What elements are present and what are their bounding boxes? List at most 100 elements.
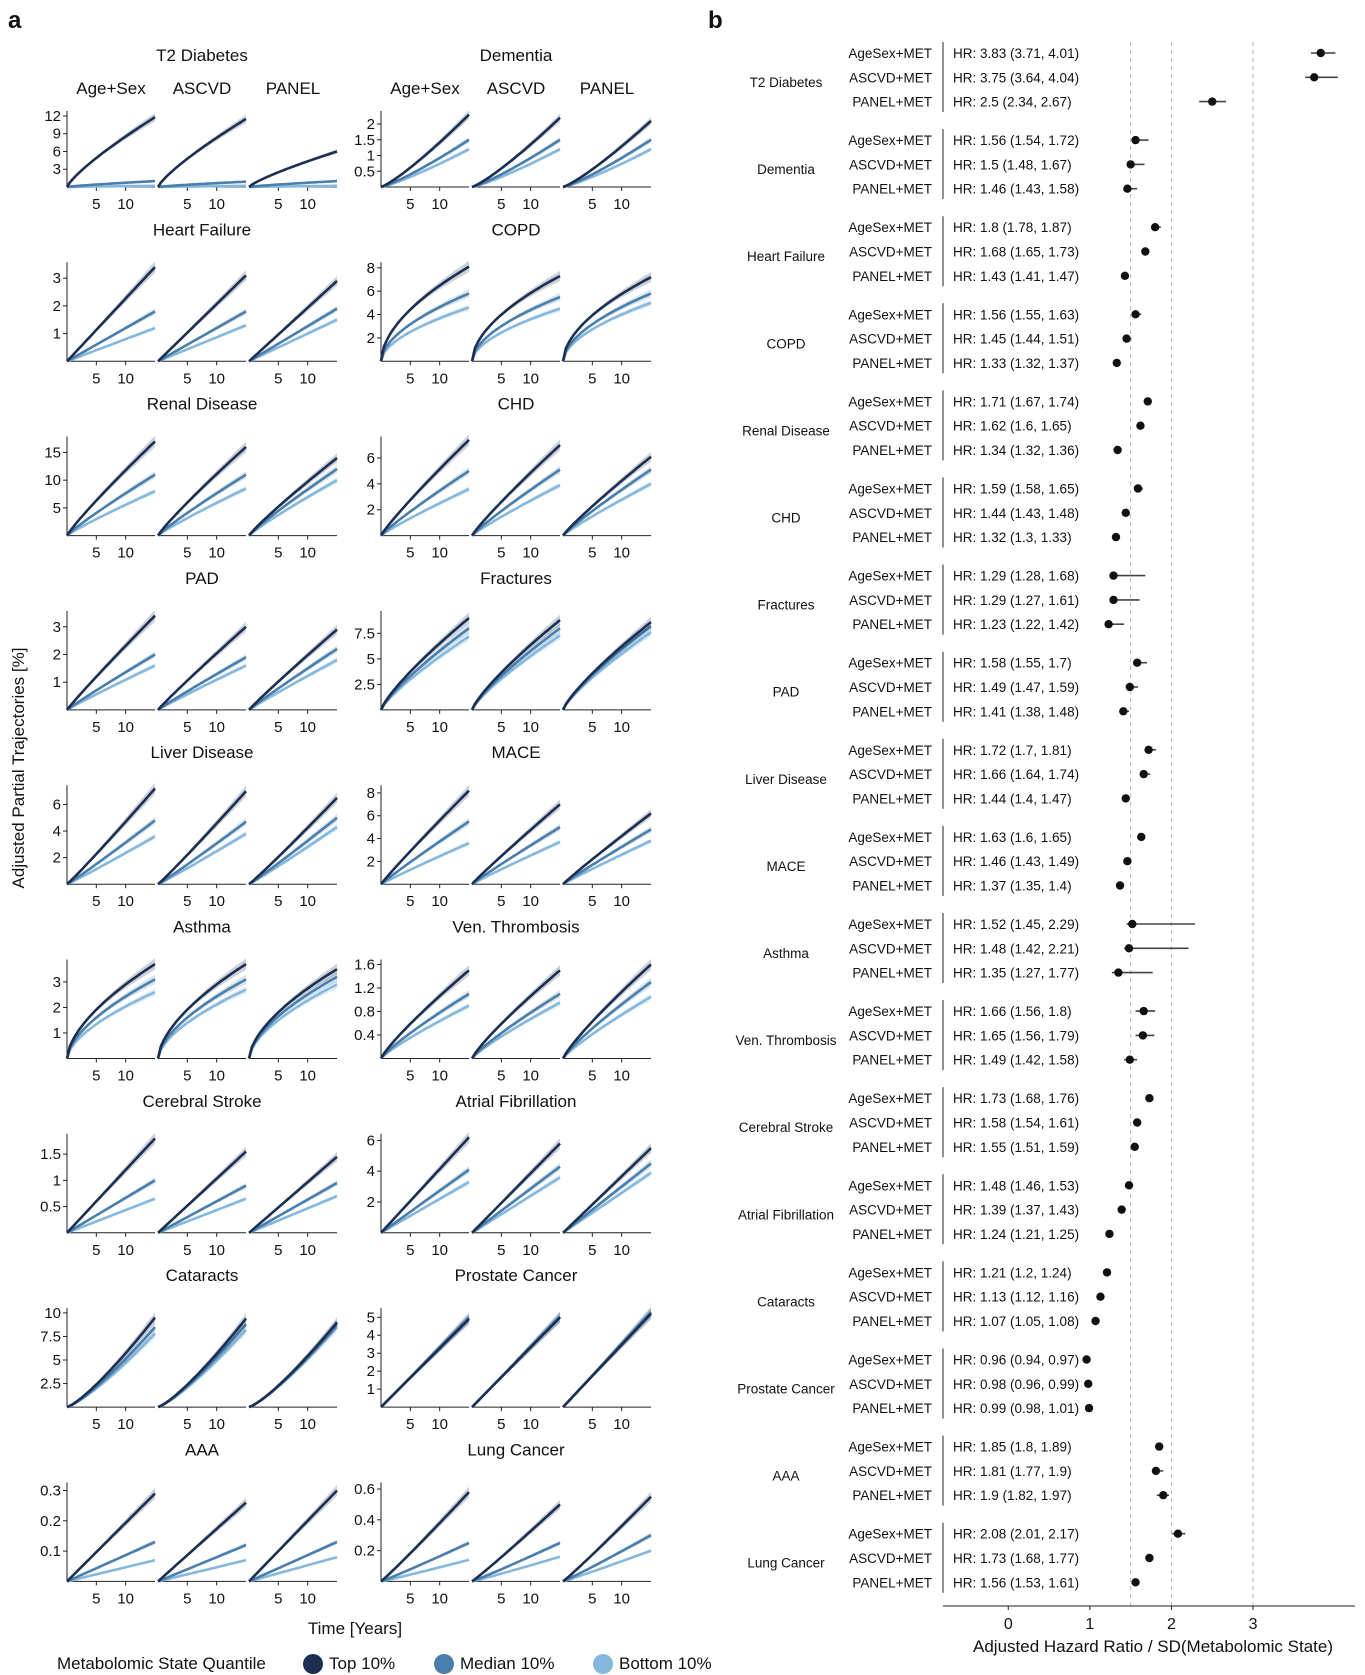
series-line <box>379 789 470 886</box>
x-tick-label: 5 <box>406 1242 414 1259</box>
hr-point <box>1141 247 1150 256</box>
panel-title: AAA <box>185 1440 220 1459</box>
forest-model-label: PANEL+MET <box>852 704 932 719</box>
hr-point <box>1145 1094 1154 1103</box>
hr-point <box>1084 1403 1094 1413</box>
series-line <box>379 969 470 1060</box>
hr-point <box>1137 832 1146 842</box>
series-line <box>471 825 561 886</box>
x-tick-label: 10 <box>613 719 630 736</box>
hr-point <box>1139 769 1148 779</box>
x-tick-label: 10 <box>613 1068 630 1085</box>
forest-hr-label: HR: 2.08 (2.01, 2.17) <box>953 1527 1079 1542</box>
trajectory-panel: CHD 2 4 6 5 10 5 10 5 10 <box>367 395 652 562</box>
forest-model-label: ASCVD+MET <box>849 245 932 260</box>
series-line <box>379 627 470 711</box>
model-label: ASCVD <box>487 79 546 98</box>
x-tick-label: 5 <box>497 545 505 562</box>
series-line <box>471 138 561 189</box>
series-line <box>66 1179 156 1234</box>
forest-endpoint-label: Atrial Fibrillation <box>738 1207 834 1222</box>
series-line <box>379 292 470 362</box>
x-tick-label: 5 <box>183 1068 191 1085</box>
series-line <box>471 1316 561 1409</box>
hr-point <box>1112 358 1121 368</box>
hr-point <box>1109 595 1118 605</box>
forest-group: Ven. Thrombosis AgeSex+MET HR: 1.66 (1.56,… <box>735 1000 1156 1071</box>
forest-model-label: AgeSex+MET <box>848 743 932 758</box>
series-line <box>471 1503 561 1583</box>
x-tick-label: 5 <box>588 1242 596 1259</box>
forest-model-label: PANEL+MET <box>852 1401 932 1416</box>
series-line <box>248 816 338 886</box>
x-tick-label: 10 <box>299 196 316 213</box>
series-line <box>471 1142 561 1234</box>
series-line <box>248 1555 338 1583</box>
forest-hr-label: HR: 1.48 (1.42, 2.21) <box>953 941 1079 956</box>
x-tick-label: 10 <box>431 1416 448 1433</box>
forest-group: CHD AgeSex+MET HR: 1.59 (1.58, 1.65) ASCVD+… <box>771 477 1143 548</box>
hr-point <box>1122 334 1131 343</box>
trajectory-panel: Cataracts 2.5 5 7.5 10 5 10 5 10 5 10 <box>40 1266 339 1433</box>
forest-endpoint-label: Cerebral Stroke <box>739 1120 834 1135</box>
y-tick-label: 12 <box>44 108 61 125</box>
forest-model-label: ASCVD+MET <box>849 767 932 782</box>
y-tick-label: 8 <box>367 785 375 802</box>
forest-model-label: AgeSex+MET <box>848 482 932 497</box>
x-tick-label: 10 <box>299 1068 316 1085</box>
hr-point <box>1139 1006 1148 1016</box>
y-tick-label: 6 <box>367 808 375 825</box>
panel-a-label: a <box>8 7 22 34</box>
x-tick-label: 5 <box>92 1068 100 1085</box>
hr-point <box>1104 620 1113 629</box>
series-line <box>157 832 247 886</box>
series-line <box>380 820 470 886</box>
forest-model-label: PANEL+MET <box>852 966 932 981</box>
hr-point <box>1125 682 1135 692</box>
y-tick-label: 5 <box>367 1309 375 1326</box>
series-line <box>471 484 561 537</box>
x-tick-label: 5 <box>274 196 282 213</box>
hr-point <box>1208 97 1217 106</box>
y-tick-label: 2.5 <box>40 1376 61 1393</box>
panel-title: Atrial Fibrillation <box>456 1092 577 1111</box>
forest-hr-label: HR: 0.98 (0.96, 0.99) <box>953 1377 1079 1392</box>
y-tick-label: 4 <box>367 307 375 324</box>
y-tick-label: 2 <box>367 502 375 519</box>
trajectory-panel: Ven. Thrombosis 0.4 0.8 1.2 1.6 5 10 5 10 5 10 <box>354 918 652 1085</box>
forest-model-label: PANEL+MET <box>852 879 932 894</box>
hr-point <box>1145 1553 1154 1563</box>
forest-group: Asthma AgeSex+MET HR: 1.52 (1.45, 2.29) ASC… <box>763 913 1196 983</box>
series-line <box>562 1549 652 1583</box>
forest-model-label: ASCVD+MET <box>849 419 932 434</box>
forest-model-label: ASCVD+MET <box>849 1116 932 1131</box>
forest-group: PAD AgeSex+MET HR: 1.58 (1.55, 1.7) ASCVD+M… <box>773 651 1147 722</box>
x-tick-label: 5 <box>92 1416 100 1433</box>
forest-hr-label: HR: 1.62 (1.6, 1.65) <box>953 419 1072 434</box>
series-line <box>157 1184 247 1234</box>
series-line <box>562 138 652 189</box>
series-line <box>156 978 247 1059</box>
panel-title: PAD <box>185 569 219 588</box>
forest-hr-label: HR: 1.32 (1.3, 1.33) <box>953 530 1072 545</box>
forest-model-label: AgeSex+MET <box>848 133 932 148</box>
series-line <box>561 301 652 362</box>
forest-model-label: AgeSex+MET <box>848 569 932 584</box>
series-line <box>66 179 156 189</box>
series-line <box>561 621 652 711</box>
series-line <box>380 1491 470 1583</box>
forest-model-label: AgeSex+MET <box>848 830 932 845</box>
panel-title: CHD <box>498 395 535 414</box>
x-tick-label: 5 <box>183 1590 191 1607</box>
panel-title: Cataracts <box>166 1266 239 1285</box>
series-line <box>379 635 470 711</box>
x-tick-label: 5 <box>274 545 282 562</box>
forest-x-tick-label: 2 <box>1167 1616 1176 1633</box>
series-line <box>562 119 652 189</box>
hr-point <box>1123 857 1132 866</box>
hr-point <box>1130 1142 1139 1152</box>
x-tick-label: 10 <box>522 893 539 910</box>
y-tick-label: 0.4 <box>354 1512 375 1529</box>
hr-point <box>1115 881 1125 890</box>
series-line <box>65 614 156 711</box>
